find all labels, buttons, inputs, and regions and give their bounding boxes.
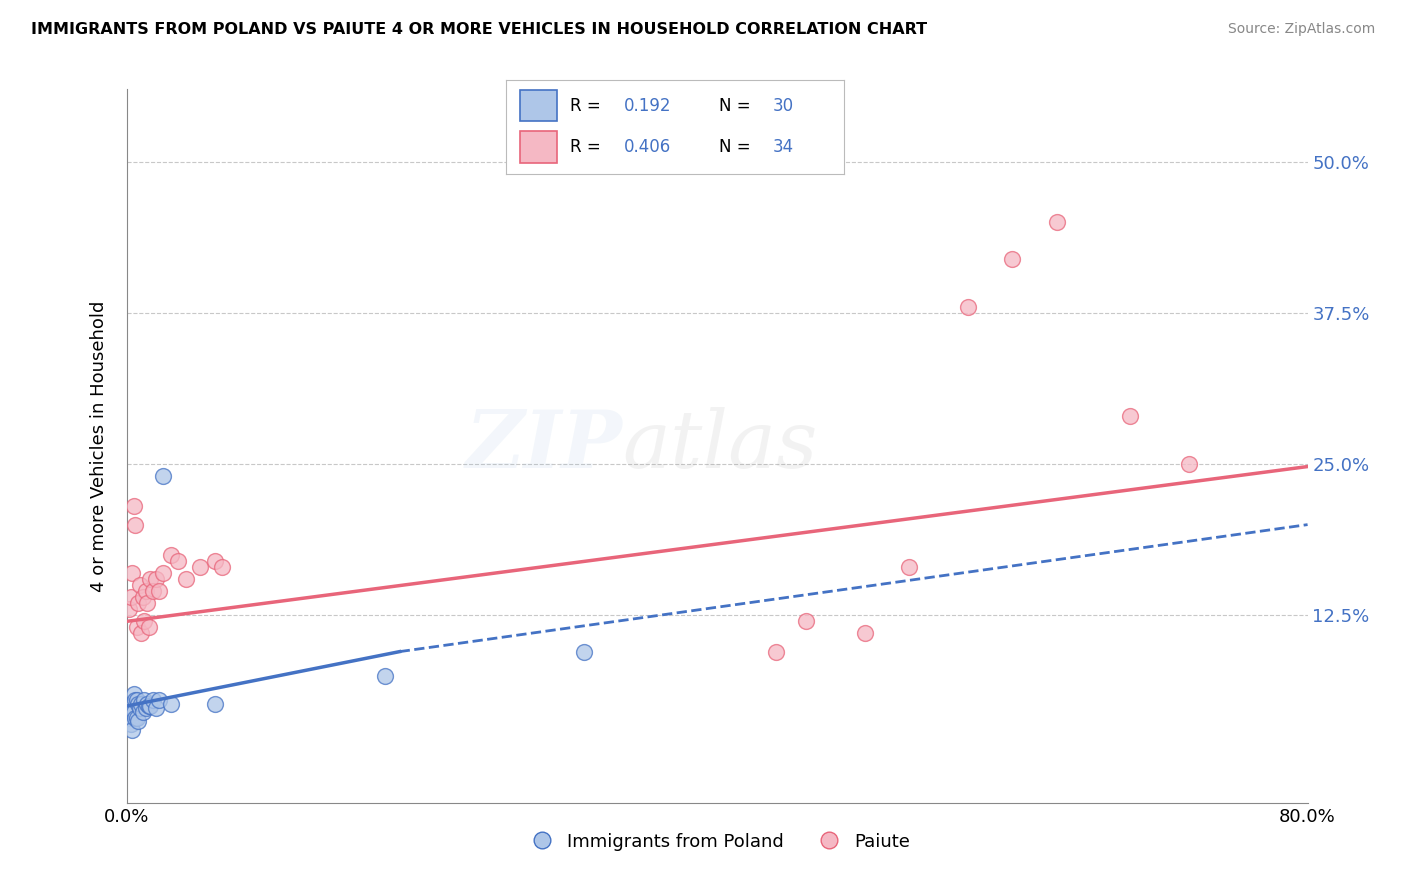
Point: [125, 620, 148, 634]
Point: [118, 705, 141, 719]
Point: [135, 701, 157, 715]
Point: [1001, 252, 1024, 266]
Point: [125, 693, 148, 707]
Point: [138, 699, 160, 714]
Text: N =: N =: [718, 137, 751, 156]
Point: [174, 572, 197, 586]
Text: R =: R =: [571, 137, 600, 156]
Point: [122, 687, 145, 701]
Point: [120, 717, 142, 731]
Point: [148, 693, 170, 707]
Point: [122, 500, 145, 514]
Point: [139, 699, 162, 714]
Legend: Immigrants from Poland, Paiute: Immigrants from Poland, Paiute: [516, 826, 918, 858]
Point: [152, 469, 174, 483]
Point: [120, 590, 142, 604]
Point: [125, 711, 148, 725]
Point: [129, 697, 153, 711]
Text: Source: ZipAtlas.com: Source: ZipAtlas.com: [1227, 22, 1375, 37]
Point: [160, 697, 183, 711]
Point: [765, 645, 787, 659]
Point: [898, 560, 921, 574]
Point: [121, 723, 143, 738]
Point: [211, 560, 233, 574]
Point: [117, 711, 139, 725]
Point: [118, 602, 141, 616]
Point: [956, 300, 979, 314]
Point: [138, 620, 160, 634]
Point: [134, 693, 156, 707]
Point: [145, 701, 167, 715]
Text: 30: 30: [773, 96, 794, 114]
Point: [122, 705, 145, 719]
Point: [127, 697, 149, 711]
Point: [121, 566, 143, 580]
Point: [128, 578, 150, 592]
Text: R =: R =: [571, 96, 600, 114]
Text: IMMIGRANTS FROM POLAND VS PAIUTE 4 OR MORE VEHICLES IN HOUSEHOLD CORRELATION CHA: IMMIGRANTS FROM POLAND VS PAIUTE 4 OR MO…: [31, 22, 927, 37]
Point: [167, 554, 190, 568]
FancyBboxPatch shape: [520, 89, 557, 121]
Point: [134, 615, 156, 629]
Point: [145, 572, 167, 586]
Point: [1119, 409, 1142, 423]
Point: [132, 705, 155, 719]
Y-axis label: 4 or more Vehicles in Household: 4 or more Vehicles in Household: [90, 301, 108, 591]
Point: [127, 714, 149, 728]
Point: [136, 697, 159, 711]
Point: [152, 566, 174, 580]
Point: [148, 584, 170, 599]
Point: [160, 548, 183, 562]
Point: [132, 590, 155, 604]
Point: [574, 645, 596, 659]
FancyBboxPatch shape: [520, 131, 557, 162]
Point: [374, 669, 396, 683]
Point: [136, 596, 159, 610]
Point: [124, 517, 146, 532]
Point: [139, 572, 162, 586]
Point: [853, 626, 876, 640]
Text: 34: 34: [773, 137, 794, 156]
Point: [794, 615, 817, 629]
Point: [135, 584, 157, 599]
Point: [129, 626, 153, 640]
Point: [127, 596, 149, 610]
Text: 0.192: 0.192: [624, 96, 672, 114]
Point: [120, 699, 142, 714]
Point: [142, 693, 165, 707]
Point: [128, 701, 150, 715]
Point: [121, 705, 143, 719]
Point: [204, 554, 226, 568]
Point: [1046, 215, 1069, 229]
Point: [124, 693, 146, 707]
Text: 0.406: 0.406: [624, 137, 672, 156]
Point: [204, 697, 226, 711]
Point: [188, 560, 212, 574]
Point: [142, 584, 165, 599]
Text: atlas: atlas: [623, 408, 818, 484]
Text: N =: N =: [718, 96, 751, 114]
Point: [1178, 457, 1201, 471]
Text: ZIP: ZIP: [465, 408, 623, 484]
Point: [124, 711, 146, 725]
